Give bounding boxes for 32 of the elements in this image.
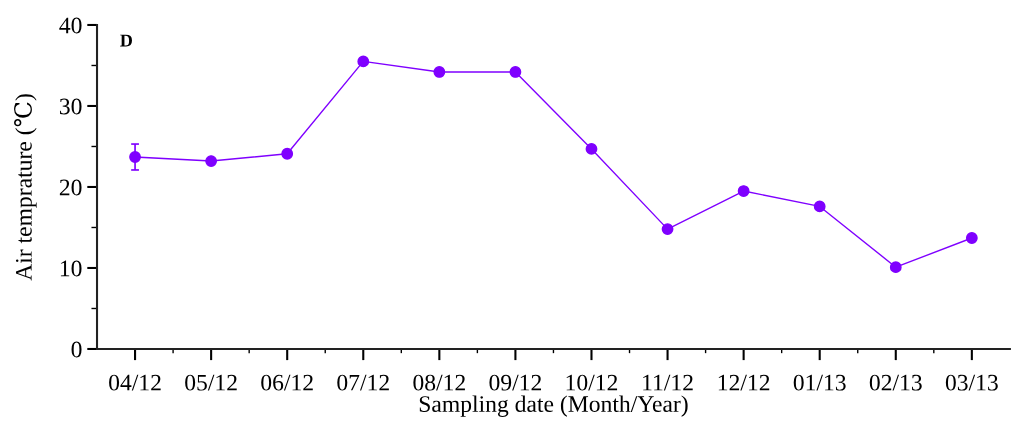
point — [129, 151, 141, 163]
y-axis-title: Air temprature (℃) — [14, 94, 37, 281]
x-tick-label: 08/12 — [413, 374, 465, 391]
x-tick-label: 11/12 — [643, 374, 693, 391]
y-tick-label: 30 — [59, 98, 82, 115]
x-tick-label: 07/12 — [337, 374, 389, 391]
x-tick-label: 09/12 — [489, 374, 541, 391]
point — [889, 261, 902, 274]
point — [433, 66, 446, 78]
x-tick-label: 03/13 — [945, 374, 998, 391]
y-tick-label: 20 — [59, 179, 82, 196]
y-tick-label: 40 — [59, 17, 82, 34]
point — [737, 185, 750, 197]
point — [965, 232, 978, 244]
point — [281, 147, 294, 160]
x-tick-label: 01/13 — [793, 374, 846, 391]
x-tick-label: 10/12 — [566, 374, 618, 391]
x-tick-label: 12/12 — [718, 374, 770, 391]
point — [813, 200, 826, 213]
x-tick-label: 02/13 — [869, 374, 922, 391]
point — [661, 223, 674, 236]
x-tick-label: 05/12 — [185, 374, 237, 391]
y-tick-label: 0 — [71, 341, 82, 358]
point — [509, 66, 522, 78]
x-axis-title: Sampling date (Month/Year) — [419, 395, 688, 417]
x-tick-label: 06/12 — [261, 374, 313, 391]
x-tick-label: 04/12 — [109, 374, 161, 391]
point — [205, 155, 218, 167]
y-tick-label: 10 — [60, 260, 82, 277]
annotation: D — [120, 34, 132, 47]
point — [357, 55, 370, 68]
point — [585, 143, 598, 155]
